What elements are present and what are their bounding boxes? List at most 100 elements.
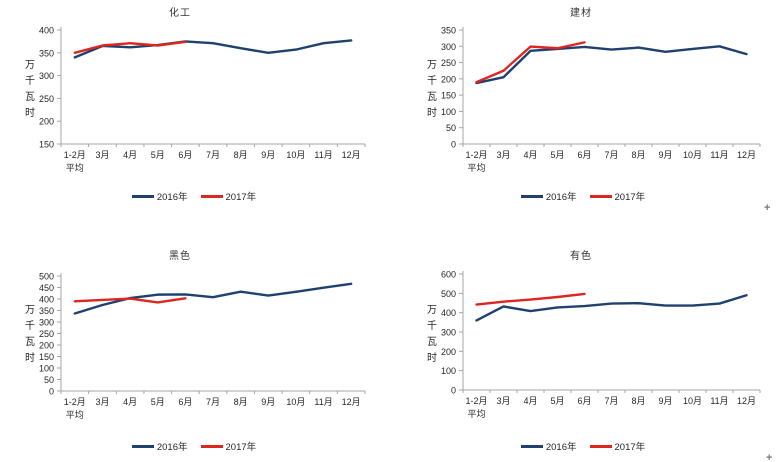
legend-swatch-2017: [200, 194, 223, 198]
legend: 2016年 2017年: [389, 439, 777, 453]
svg-text:8月: 8月: [631, 150, 645, 160]
svg-text:平均: 平均: [66, 162, 84, 173]
legend-item-2017: 2017年: [589, 439, 646, 453]
chart-chemical[interactable]: 150 200 250 300 350 400 1-2月 平均 3月 4月 5月 6月 7月 8月 9月 10…: [0, 0, 388, 231]
svg-text:8月: 8月: [234, 150, 248, 160]
svg-text:100: 100: [441, 366, 456, 376]
svg-text:200: 200: [39, 117, 54, 127]
svg-text:250: 250: [39, 94, 54, 104]
y-axis-label: 万 千 瓦 时: [427, 60, 437, 119]
legend-swatch-2016: [520, 194, 543, 198]
legend-swatch-2017: [589, 444, 612, 448]
legend-label-2017: 2017年: [614, 192, 646, 203]
y-axis-label: 万 千 瓦 时: [25, 305, 35, 364]
svg-text:平均: 平均: [467, 162, 485, 173]
svg-text:11月: 11月: [710, 396, 728, 406]
svg-text:9月: 9月: [261, 397, 275, 407]
svg-text:4月: 4月: [523, 396, 537, 406]
svg-text:5月: 5月: [151, 150, 165, 160]
legend-label-2016: 2016年: [545, 192, 577, 203]
legend-swatch-2017: [200, 444, 223, 448]
svg-text:4月: 4月: [123, 150, 137, 160]
svg-text:10月: 10月: [286, 150, 305, 160]
legend-label-2016: 2016年: [545, 442, 577, 453]
svg-text:11月: 11月: [314, 397, 332, 407]
svg-text:350: 350: [39, 306, 54, 316]
svg-text:9月: 9月: [261, 150, 275, 160]
chart-nonferrous[interactable]: 0 100 200 300 400 500 600 1-2月 平均 3月 4月 5月 6月 7月 8月 9月 1…: [389, 231, 777, 462]
legend-label-2016: 2016年: [156, 192, 188, 203]
legend-label-2016: 2016年: [156, 442, 188, 453]
svg-text:7月: 7月: [206, 150, 220, 160]
svg-text:300: 300: [441, 42, 456, 52]
svg-text:4月: 4月: [123, 397, 137, 407]
chart-title-ferrous: 黑色: [169, 251, 191, 262]
chart-building-materials[interactable]: 0 50 100 150 200 250 300 350 1-2月 平均 3月 4月 5月 6月 7月 8月 9…: [389, 0, 777, 231]
svg-text:1-2月: 1-2月: [465, 396, 487, 406]
svg-text:10月: 10月: [683, 150, 702, 160]
svg-text:平均: 平均: [66, 409, 84, 420]
svg-text:12月: 12月: [737, 396, 756, 406]
svg-text:200: 200: [39, 341, 54, 351]
legend-label-2017: 2017年: [614, 442, 646, 453]
svg-text:7月: 7月: [604, 396, 618, 406]
legend-item-2016: 2016年: [131, 439, 188, 453]
svg-text:0: 0: [451, 140, 456, 150]
svg-text:200: 200: [441, 74, 456, 84]
svg-text:5月: 5月: [151, 397, 165, 407]
plus-handle-icon: +: [766, 452, 773, 462]
legend-item-2017: 2017年: [200, 189, 257, 203]
svg-text:450: 450: [39, 283, 54, 293]
svg-text:100: 100: [441, 107, 456, 117]
svg-text:150: 150: [39, 352, 54, 362]
svg-text:平均: 平均: [467, 408, 485, 419]
svg-text:12月: 12月: [737, 150, 756, 160]
svg-text:400: 400: [39, 295, 54, 305]
svg-text:10月: 10月: [286, 397, 305, 407]
svg-text:3月: 3月: [496, 150, 510, 160]
legend-item-2016: 2016年: [131, 189, 188, 203]
svg-text:9月: 9月: [658, 150, 672, 160]
svg-text:50: 50: [44, 375, 54, 385]
legend-item-2017: 2017年: [200, 439, 256, 453]
svg-text:150: 150: [39, 140, 54, 150]
legend: 2016年 2017年: [0, 189, 388, 203]
svg-text:300: 300: [39, 318, 54, 328]
svg-text:150: 150: [441, 91, 456, 101]
svg-text:400: 400: [39, 26, 54, 36]
svg-text:6月: 6月: [577, 396, 591, 406]
svg-text:12月: 12月: [342, 150, 361, 160]
svg-text:300: 300: [441, 328, 456, 338]
svg-text:500: 500: [39, 272, 54, 282]
svg-text:6月: 6月: [178, 150, 192, 160]
legend-swatch-2016: [131, 444, 154, 448]
legend-item-2016: 2016年: [520, 189, 577, 203]
svg-text:10月: 10月: [683, 396, 702, 406]
y-axis-label: 万 千 瓦 时: [427, 305, 437, 364]
chart-title-chemical: 化工: [169, 8, 191, 19]
svg-text:250: 250: [39, 329, 54, 339]
chart-title-building-materials: 建材: [570, 8, 592, 19]
y-axis-label: 万 千 瓦 时: [25, 60, 35, 119]
svg-text:3月: 3月: [95, 150, 109, 160]
svg-text:100: 100: [39, 364, 54, 374]
legend-item-2016: 2016年: [520, 439, 577, 453]
svg-text:11月: 11月: [314, 150, 332, 160]
svg-text:11月: 11月: [710, 150, 728, 160]
svg-text:9月: 9月: [658, 396, 672, 406]
svg-text:5月: 5月: [550, 150, 564, 160]
svg-text:6月: 6月: [178, 397, 192, 407]
svg-text:350: 350: [39, 48, 54, 58]
chart-ferrous[interactable]: 0 50 100 150 200 250 300 350 400 450 500 1-2月 平均 3月 4月…: [0, 231, 388, 462]
svg-text:8月: 8月: [631, 396, 645, 406]
legend-swatch-2016: [520, 444, 543, 448]
legend-item-2017: 2017年: [589, 189, 646, 203]
svg-text:50: 50: [446, 123, 456, 133]
svg-text:6月: 6月: [577, 150, 591, 160]
legend-label-2017: 2017年: [225, 192, 257, 203]
